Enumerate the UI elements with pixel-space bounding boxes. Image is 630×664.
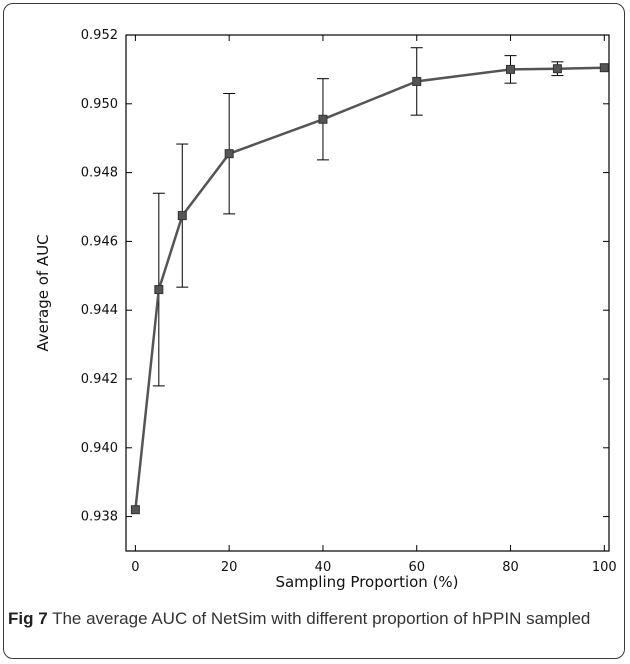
data-point xyxy=(177,211,187,221)
data-point xyxy=(506,64,516,74)
x-tick-label: 60 xyxy=(408,560,425,575)
data-point xyxy=(412,76,422,86)
y-tick-label: 0.950 xyxy=(81,97,118,112)
series-lines xyxy=(134,66,605,510)
data-point xyxy=(599,63,609,73)
y-tick-label: 0.938 xyxy=(81,510,118,525)
data-point xyxy=(130,505,140,515)
x-tick-label: 0 xyxy=(131,560,139,575)
figure-caption: Fig 7 The average AUC of NetSim with dif… xyxy=(8,608,618,630)
y-tick-label: 0.944 xyxy=(81,303,118,318)
y-tick-label: 0.942 xyxy=(81,372,118,387)
data-point xyxy=(552,64,562,74)
y-tick-label: 0.940 xyxy=(81,441,118,456)
y-axis-label: Average of AUC xyxy=(34,234,52,351)
y-tick-label: 0.946 xyxy=(81,234,118,249)
x-tick-label: 40 xyxy=(315,560,332,575)
y-axis: 0.938 0.940 0.942 0.944 0.946 0.948 0.950 0.952 xyxy=(81,28,609,525)
error-bars xyxy=(152,47,564,387)
caption-text: The average AUC of NetSim with different… xyxy=(47,609,591,628)
plot-area xyxy=(125,34,610,552)
data-point xyxy=(224,149,234,159)
caption-label: Fig 7 xyxy=(8,609,48,628)
figure-frame xyxy=(3,3,625,659)
chart: 0.938 0.940 0.942 0.944 0.946 0.948 0.950 0.952… xyxy=(34,28,617,591)
data-point xyxy=(318,114,328,124)
x-axis-label: Sampling Proportion (%) xyxy=(275,573,458,591)
x-axis: 0 20 40 60 80 100 xyxy=(131,35,617,575)
data-point xyxy=(154,285,164,295)
x-tick-label: 100 xyxy=(592,560,617,575)
y-tick-label: 0.948 xyxy=(81,166,118,181)
data-markers xyxy=(130,63,609,515)
x-tick-label: 20 xyxy=(221,560,238,575)
y-tick-label: 0.952 xyxy=(81,28,118,43)
x-tick-label: 80 xyxy=(502,560,519,575)
series-line xyxy=(134,66,605,510)
